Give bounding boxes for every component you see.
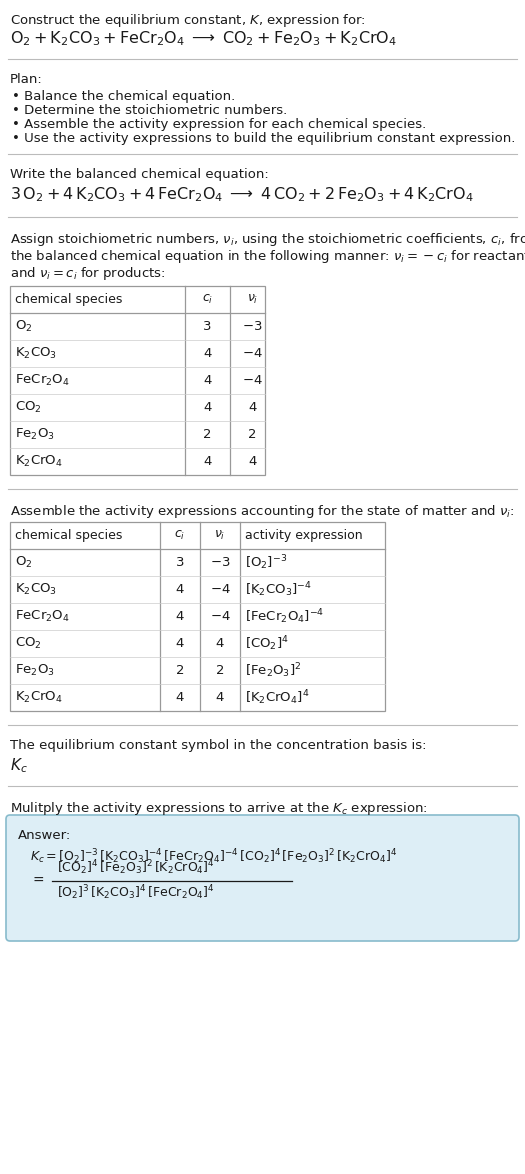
Text: $[\mathrm{K_2CO_3}]^{-4}$: $[\mathrm{K_2CO_3}]^{-4}$: [245, 580, 312, 599]
Text: chemical species: chemical species: [15, 529, 122, 542]
Text: 3: 3: [176, 556, 184, 569]
Text: 4: 4: [176, 610, 184, 623]
Text: $\mathrm{CO_2}$: $\mathrm{CO_2}$: [15, 400, 41, 416]
Text: Assign stoichiometric numbers, $\nu_i$, using the stoichiometric coefficients, $: Assign stoichiometric numbers, $\nu_i$, …: [10, 231, 525, 248]
Text: $\mathrm{O_2}$: $\mathrm{O_2}$: [15, 555, 33, 571]
Text: Construct the equilibrium constant, $K$, expression for:: Construct the equilibrium constant, $K$,…: [10, 12, 366, 29]
Text: $\mathrm{FeCr_2O_4}$: $\mathrm{FeCr_2O_4}$: [15, 373, 70, 389]
Bar: [10, 286, 265, 475]
Text: $\nu_i$: $\nu_i$: [247, 294, 258, 306]
Text: • Determine the stoichiometric numbers.: • Determine the stoichiometric numbers.: [12, 104, 287, 117]
Text: 4: 4: [176, 637, 184, 650]
Text: $\mathrm{K_2CO_3}$: $\mathrm{K_2CO_3}$: [15, 346, 57, 362]
Text: $[\mathrm{O_2}]^{-3}$: $[\mathrm{O_2}]^{-3}$: [245, 553, 287, 572]
Text: $-4$: $-4$: [209, 610, 230, 623]
Text: $c_i$: $c_i$: [174, 529, 186, 542]
Text: $[\mathrm{CO_2}]^{4}\,[\mathrm{Fe_2O_3}]^{2}\,[\mathrm{K_2CrO_4}]^{4}$: $[\mathrm{CO_2}]^{4}\,[\mathrm{Fe_2O_3}]…: [57, 858, 215, 877]
Text: $\mathrm{K_2CO_3}$: $\mathrm{K_2CO_3}$: [15, 582, 57, 598]
Text: Assemble the activity expressions accounting for the state of matter and $\nu_i$: Assemble the activity expressions accoun…: [10, 502, 514, 520]
Text: • Use the activity expressions to build the equilibrium constant expression.: • Use the activity expressions to build …: [12, 131, 516, 146]
Text: Write the balanced chemical equation:: Write the balanced chemical equation:: [10, 168, 269, 181]
Text: 4: 4: [203, 456, 212, 468]
Text: Plan:: Plan:: [10, 73, 43, 86]
Text: 4: 4: [203, 375, 212, 387]
Text: 4: 4: [248, 456, 257, 468]
Text: • Balance the chemical equation.: • Balance the chemical equation.: [12, 90, 235, 103]
FancyBboxPatch shape: [6, 815, 519, 942]
Text: $-3$: $-3$: [242, 321, 262, 333]
Text: $-4$: $-4$: [242, 348, 263, 360]
Text: activity expression: activity expression: [245, 529, 363, 542]
Text: $-4$: $-4$: [242, 375, 263, 387]
Bar: [10, 522, 385, 711]
Text: $\mathrm{O_2 + K_2CO_3 + FeCr_2O_4 \;\longrightarrow\; CO_2 + Fe_2O_3 + K_2CrO_4: $\mathrm{O_2 + K_2CO_3 + FeCr_2O_4 \;\lo…: [10, 29, 397, 48]
Text: $[\mathrm{K_2CrO_4}]^{4}$: $[\mathrm{K_2CrO_4}]^{4}$: [245, 688, 309, 707]
Text: $[\mathrm{Fe_2O_3}]^{2}$: $[\mathrm{Fe_2O_3}]^{2}$: [245, 661, 301, 680]
Text: $\mathrm{CO_2}$: $\mathrm{CO_2}$: [15, 636, 41, 652]
Text: $\mathrm{FeCr_2O_4}$: $\mathrm{FeCr_2O_4}$: [15, 609, 70, 625]
Text: $\mathrm{3\,O_2 + 4\,K_2CO_3 + 4\,FeCr_2O_4 \;\longrightarrow\; 4\,CO_2 + 2\,Fe_: $\mathrm{3\,O_2 + 4\,K_2CO_3 + 4\,FeCr_2…: [10, 185, 474, 204]
Text: chemical species: chemical species: [15, 294, 122, 306]
Text: • Assemble the activity expression for each chemical species.: • Assemble the activity expression for e…: [12, 119, 426, 131]
Text: $\mathrm{Fe_2O_3}$: $\mathrm{Fe_2O_3}$: [15, 427, 55, 443]
Text: The equilibrium constant symbol in the concentration basis is:: The equilibrium constant symbol in the c…: [10, 738, 426, 753]
Text: $\mathrm{K_2CrO_4}$: $\mathrm{K_2CrO_4}$: [15, 690, 62, 706]
Text: $\mathrm{Fe_2O_3}$: $\mathrm{Fe_2O_3}$: [15, 663, 55, 679]
Text: 2: 2: [248, 429, 257, 441]
Text: 4: 4: [248, 402, 257, 414]
Text: $=$: $=$: [30, 872, 45, 886]
Text: 4: 4: [176, 583, 184, 596]
Text: Answer:: Answer:: [18, 829, 71, 842]
Text: 2: 2: [216, 664, 224, 677]
Text: $[\mathrm{O_2}]^{3}\,[\mathrm{K_2CO_3}]^{4}\,[\mathrm{FeCr_2O_4}]^{4}$: $[\mathrm{O_2}]^{3}\,[\mathrm{K_2CO_3}]^…: [57, 883, 215, 902]
Text: 4: 4: [203, 402, 212, 414]
Text: $\mathrm{K_2CrO_4}$: $\mathrm{K_2CrO_4}$: [15, 454, 62, 470]
Text: 4: 4: [176, 691, 184, 704]
Text: 3: 3: [203, 321, 212, 333]
Text: Mulitply the activity expressions to arrive at the $K_c$ expression:: Mulitply the activity expressions to arr…: [10, 799, 428, 817]
Text: 2: 2: [176, 664, 184, 677]
Text: $[\mathrm{FeCr_2O_4}]^{-4}$: $[\mathrm{FeCr_2O_4}]^{-4}$: [245, 607, 324, 626]
Text: $[\mathrm{CO_2}]^{4}$: $[\mathrm{CO_2}]^{4}$: [245, 634, 289, 653]
Text: $\mathrm{O_2}$: $\mathrm{O_2}$: [15, 319, 33, 335]
Text: $c_i$: $c_i$: [202, 294, 213, 306]
Text: 4: 4: [216, 691, 224, 704]
Text: 4: 4: [216, 637, 224, 650]
Text: 4: 4: [203, 348, 212, 360]
Text: $K_c$: $K_c$: [10, 756, 28, 775]
Text: the balanced chemical equation in the following manner: $\nu_i = -c_i$ for react: the balanced chemical equation in the fo…: [10, 248, 525, 265]
Text: $\nu_i$: $\nu_i$: [214, 529, 226, 542]
Text: $K_c = [\mathrm{O_2}]^{-3}\,[\mathrm{K_2CO_3}]^{-4}\,[\mathrm{FeCr_2O_4}]^{-4}\,: $K_c = [\mathrm{O_2}]^{-3}\,[\mathrm{K_2…: [30, 846, 397, 865]
Text: $-3$: $-3$: [210, 556, 230, 569]
Text: 2: 2: [203, 429, 212, 441]
Text: $-4$: $-4$: [209, 583, 230, 596]
Text: and $\nu_i = c_i$ for products:: and $\nu_i = c_i$ for products:: [10, 265, 165, 282]
